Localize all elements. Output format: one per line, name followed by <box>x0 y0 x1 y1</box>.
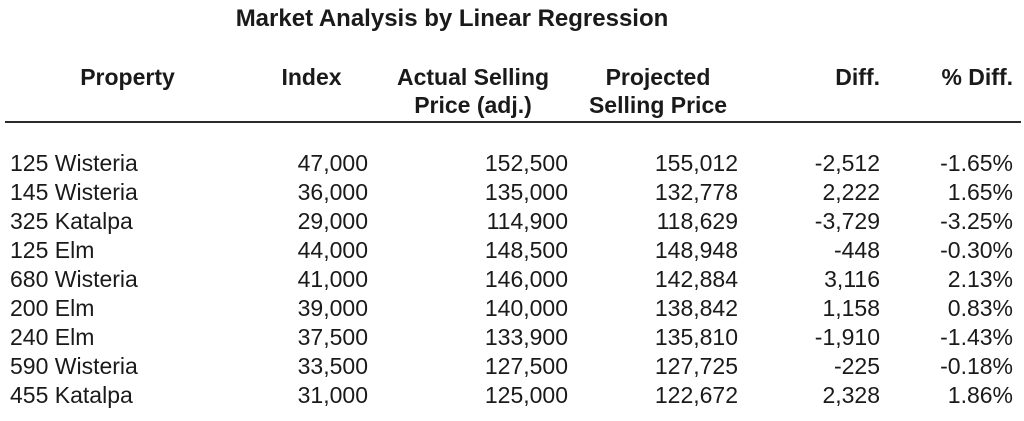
cell-diff: 3,116 <box>824 266 880 292</box>
cell-index: 29,000 <box>297 208 368 234</box>
cell-actual-price: 146,000 <box>484 266 568 292</box>
cell-index: 33,500 <box>297 353 368 379</box>
cell-actual-price: 133,900 <box>484 324 568 350</box>
cell-diff: -3,729 <box>814 208 880 234</box>
cell-projected-price: 135,810 <box>654 324 738 350</box>
cell-actual-price: 140,000 <box>484 295 568 321</box>
col-header-diff: Diff. <box>743 63 885 123</box>
table-row: 145 Wisteria 36,000 135,000 132,778 2,22… <box>5 178 1021 207</box>
table-row: 240 Elm 37,500 133,900 135,810 -1,910 -1… <box>5 323 1021 352</box>
cell-property: 590 Wisteria <box>10 353 138 379</box>
col-header-line: Diff. <box>835 64 880 90</box>
cell-property: 680 Wisteria <box>10 266 138 292</box>
cell-pct-diff: -1.43% <box>940 324 1013 350</box>
cell-pct-diff: -1.65% <box>940 150 1013 176</box>
table-row: 325 Katalpa 29,000 114,900 118,629 -3,72… <box>5 207 1021 236</box>
cell-pct-diff: 0.83% <box>947 295 1013 321</box>
table-row: 680 Wisteria 41,000 146,000 142,884 3,11… <box>5 265 1021 294</box>
page-title: Market Analysis by Linear Regression <box>235 5 669 32</box>
cell-pct-diff: 1.65% <box>947 179 1013 205</box>
cell-property: 200 Elm <box>10 295 95 321</box>
col-header-line: % Diff. <box>941 64 1013 90</box>
cell-pct-diff: -0.30% <box>940 237 1013 263</box>
cell-index: 36,000 <box>297 179 368 205</box>
cell-index: 47,000 <box>297 150 368 176</box>
col-header-property: Property <box>5 63 250 123</box>
cell-diff: 1,158 <box>822 295 880 321</box>
col-header-line: Property <box>80 64 175 90</box>
cell-projected-price: 118,629 <box>656 208 738 234</box>
cell-projected-price: 148,948 <box>654 237 738 263</box>
cell-diff: -225 <box>833 353 880 379</box>
cell-diff: -1,910 <box>814 324 880 350</box>
cell-projected-price: 155,012 <box>654 150 738 176</box>
cell-pct-diff: 2.13% <box>947 266 1013 292</box>
cell-index: 39,000 <box>297 295 368 321</box>
cell-diff: -2,512 <box>814 150 880 176</box>
cell-property: 145 Wisteria <box>10 179 138 205</box>
cell-index: 37,500 <box>297 324 368 350</box>
col-header-projected-price: Projected Selling Price <box>573 63 743 123</box>
cell-actual-price: 125,000 <box>484 382 568 408</box>
col-header-index: Index <box>250 63 373 123</box>
col-header-line: Price (adj.) <box>414 92 532 118</box>
table-row: 125 Elm 44,000 148,500 148,948 -448 -0.3… <box>5 236 1021 265</box>
table-row: 200 Elm 39,000 140,000 138,842 1,158 0.8… <box>5 294 1021 323</box>
cell-diff: 2,328 <box>822 382 880 408</box>
cell-actual-price: 114,900 <box>486 208 568 234</box>
cell-projected-price: 142,884 <box>654 266 738 292</box>
header-row: Property Index Actual Selling Price (adj… <box>5 63 1021 123</box>
cell-projected-price: 122,672 <box>654 382 738 408</box>
market-analysis-table: Property Index Actual Selling Price (adj… <box>5 63 1021 410</box>
col-header-line: Index <box>281 64 342 90</box>
cell-pct-diff: -3.25% <box>940 208 1013 234</box>
col-header-line: Actual Selling <box>396 64 550 90</box>
table-row: 455 Katalpa 31,000 125,000 122,672 2,328… <box>5 381 1021 410</box>
cell-actual-price: 135,000 <box>484 179 568 205</box>
cell-property: 455 Katalpa <box>10 382 133 408</box>
table-row: 590 Wisteria 33,500 127,500 127,725 -225… <box>5 352 1021 381</box>
cell-projected-price: 138,842 <box>654 295 738 321</box>
col-header-line: Selling Price <box>588 92 728 118</box>
cell-diff: -448 <box>833 237 880 263</box>
cell-index: 31,000 <box>297 382 368 408</box>
table-row: 125 Wisteria 47,000 152,500 155,012 -2,5… <box>5 149 1021 178</box>
cell-index: 44,000 <box>297 237 368 263</box>
cell-index: 41,000 <box>297 266 368 292</box>
cell-actual-price: 152,500 <box>484 150 568 176</box>
col-header-pct-diff: % Diff. <box>885 63 1021 123</box>
cell-projected-price: 132,778 <box>654 179 738 205</box>
cell-property: 125 Wisteria <box>10 150 138 176</box>
cell-property: 240 Elm <box>10 324 95 350</box>
cell-property: 325 Katalpa <box>10 208 133 234</box>
cell-actual-price: 148,500 <box>484 237 568 263</box>
cell-diff: 2,222 <box>822 179 880 205</box>
col-header-line: Projected <box>605 64 711 90</box>
col-header-actual-price: Actual Selling Price (adj.) <box>373 63 573 123</box>
cell-projected-price: 127,725 <box>654 353 738 379</box>
cell-pct-diff: 1.86% <box>947 382 1013 408</box>
cell-pct-diff: -0.18% <box>940 353 1013 379</box>
cell-actual-price: 127,500 <box>484 353 568 379</box>
cell-property: 125 Elm <box>10 237 95 263</box>
